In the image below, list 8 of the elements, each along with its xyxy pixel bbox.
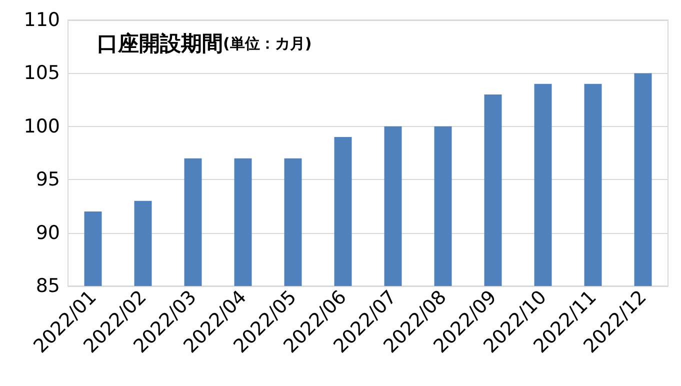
y-tick-label: 90 (36, 222, 60, 244)
y-tick-label: 110 (24, 9, 60, 31)
text: 口座開設期間 (97, 32, 223, 56)
y-tick-label: 100 (24, 115, 60, 138)
text: (単位：カ月) (223, 34, 312, 52)
y-tick-label: 105 (24, 62, 60, 84)
y-tick-label: 85 (36, 275, 60, 297)
y-tick-label: 95 (36, 168, 60, 191)
